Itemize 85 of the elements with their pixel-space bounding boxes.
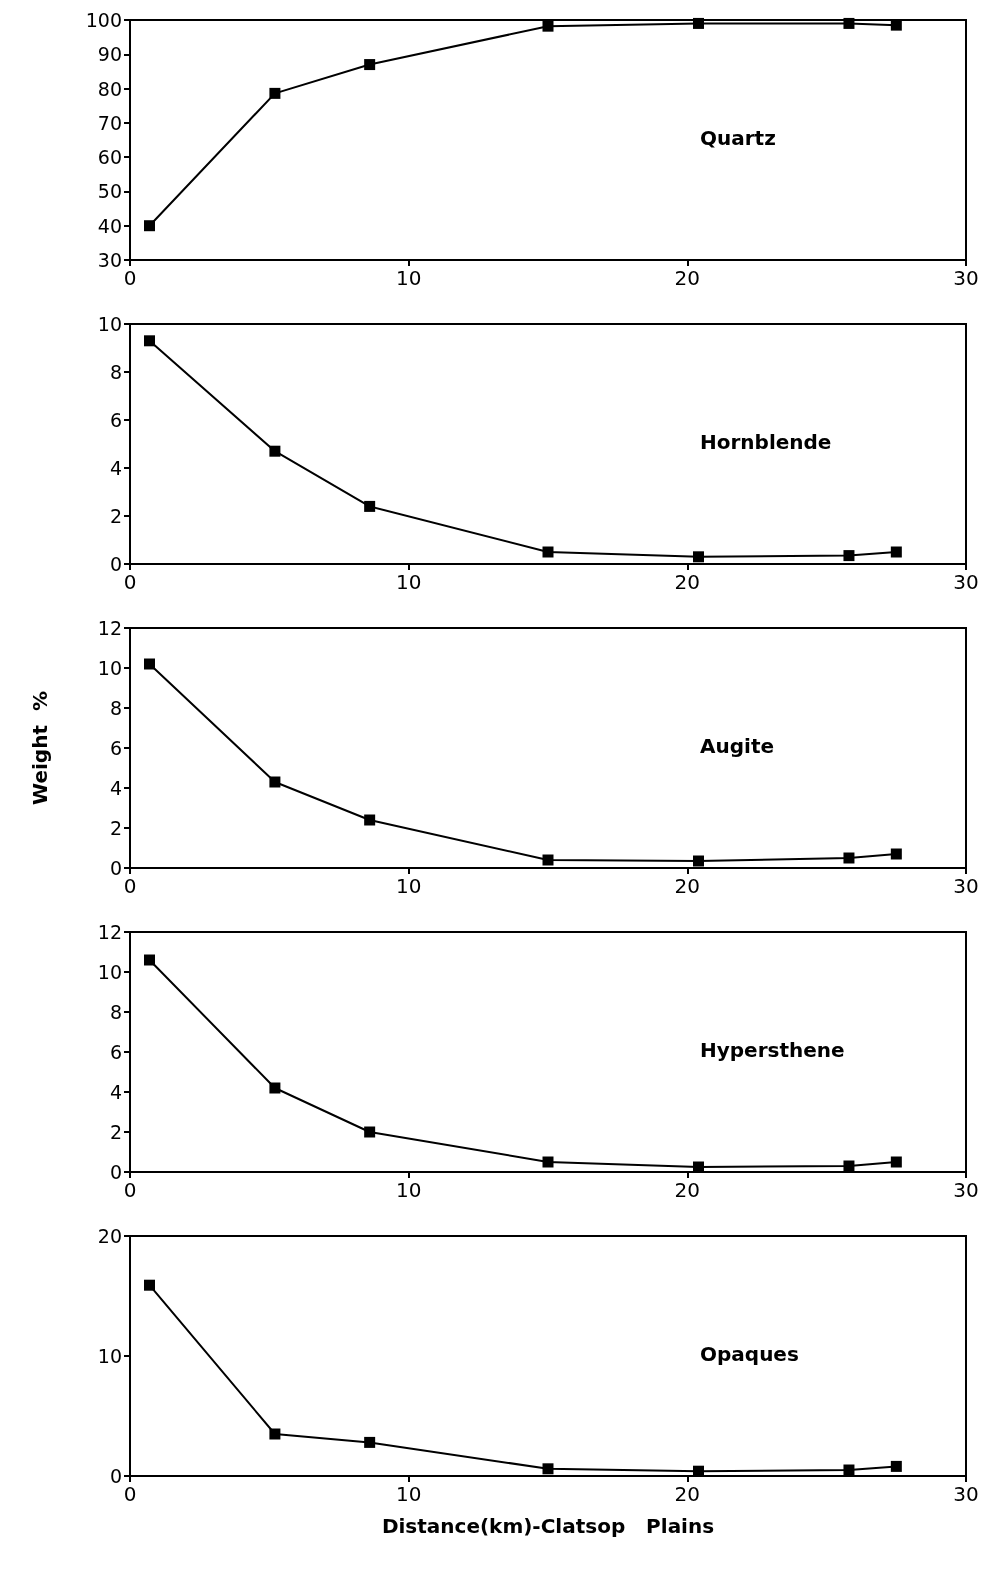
point [843,1160,855,1172]
x-tick-label: 20 [674,1178,701,1202]
annotation: Augite [700,734,775,758]
point [144,335,156,347]
point [542,1156,554,1168]
y-tick-label: 40 [97,214,122,237]
x-tick-label: 10 [395,1178,422,1202]
point [890,1460,902,1472]
y-tick-label: 6 [109,1041,122,1063]
x-tick-label: 20 [674,266,701,290]
y-tick-label: 10 [97,657,122,679]
y-tick-label: 2 [109,1121,122,1143]
y-tick-label: 2 [109,505,122,527]
x-tick-label: 30 [953,1178,979,1202]
x-tick-label: 30 [953,266,979,290]
y-tick-label: 2 [109,817,122,839]
point [542,854,554,866]
y-tick-label: 80 [97,77,122,100]
point [364,59,376,71]
x-tick-label: 20 [674,570,701,594]
x-tick-label: 30 [953,1482,979,1506]
point [843,1464,855,1476]
point [269,776,281,788]
y-tick-label: 0 [109,857,122,879]
y-tick-label: 10 [97,961,122,983]
y-tick-label: 6 [109,737,122,759]
annotation: Quartz [700,126,776,150]
point [269,1428,281,1440]
point [269,87,281,99]
point [843,550,855,562]
point [692,855,704,867]
point [269,445,281,457]
y-tick-label: 30 [97,249,122,271]
x-tick-label: 20 [674,874,701,898]
point [692,551,704,563]
y-tick-label: 6 [109,409,122,431]
y-tick-label: 20 [97,1225,122,1247]
point [269,1082,281,1094]
annotation: Hypersthene [700,1038,845,1062]
point [890,1156,902,1168]
x-tick-label: 10 [395,266,422,290]
y-tick-label: 12 [97,921,122,943]
y-tick-label: 4 [109,777,122,799]
point [364,814,376,826]
y-tick-label: 0 [109,553,122,575]
y-tick-label: 4 [109,457,122,479]
y-tick-label: 12 [97,617,122,639]
point [364,500,376,512]
y-tick-label: 4 [109,1081,122,1103]
x-tick-label: 30 [953,874,979,898]
y-tick-label: 0 [109,1465,122,1487]
x-tick-label: 30 [953,570,979,594]
y-tick-label: 100 [85,9,122,31]
y-tick-label: 70 [97,111,122,134]
x-tick-label: 10 [395,570,422,594]
annotation: Hornblende [700,430,832,454]
point [144,1279,156,1291]
point [144,954,156,966]
y-tick-label: 60 [97,146,122,169]
point [144,220,156,232]
point [144,658,156,670]
y-tick-label: 8 [109,1001,122,1023]
x-tick-label: 10 [395,1482,422,1506]
point [890,546,902,558]
annotation: Opaques [700,1342,799,1366]
point [843,17,855,29]
x-tick-label: 20 [674,1482,701,1506]
point [542,1463,554,1475]
point [692,17,704,29]
point [542,546,554,558]
y-tick-label: 8 [109,361,122,383]
point [890,848,902,860]
point [843,852,855,864]
y-tick-label: 50 [97,180,122,203]
y-axis-title: Weight % [28,691,52,805]
y-tick-label: 10 [97,313,122,335]
point [542,20,554,32]
point [364,1126,376,1138]
y-tick-label: 0 [109,1161,122,1183]
x-tick-label: 10 [395,874,422,898]
y-tick-label: 90 [97,43,122,66]
y-tick-label: 10 [97,1345,122,1367]
x-axis-title: Distance(km)-Clatsop Plains [381,1514,715,1538]
y-tick-label: 8 [109,697,122,719]
point [364,1436,376,1448]
